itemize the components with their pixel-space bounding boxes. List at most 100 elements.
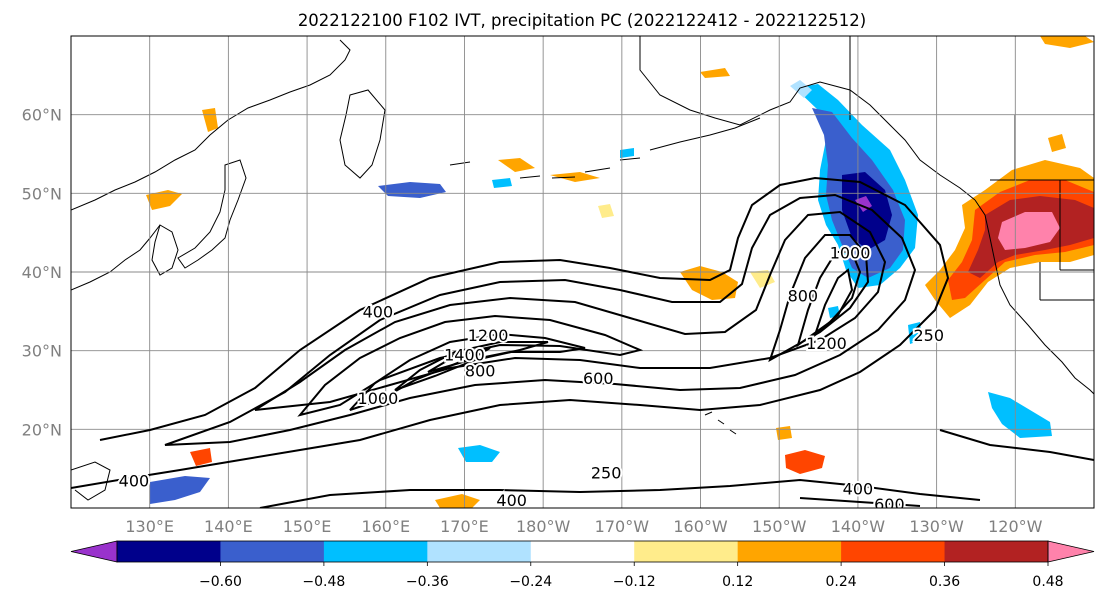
longitude-label: 140°W: [831, 517, 886, 536]
ivt-contour-label: 400: [119, 471, 150, 490]
colorbar-tick-label: 0.12: [722, 574, 753, 590]
ivt-contour-label: 250: [913, 326, 944, 345]
colorbar-segment: [634, 541, 739, 562]
colorbar-extend-min: [70, 540, 118, 563]
precip-positive-patch: [435, 494, 480, 508]
precip-positive-patch: [700, 68, 730, 78]
colorbar-tick-label: 0.48: [1032, 574, 1063, 590]
ivt-contour-1000: [349, 251, 862, 411]
precip-negative-patch: [988, 392, 1052, 438]
longitude-label: 160°W: [673, 517, 728, 536]
precip-positive-patch: [1040, 36, 1094, 48]
ivt-contour-south-400: [259, 478, 981, 508]
colorbar-tick-label: 0.24: [826, 574, 857, 590]
ivt-contour-1400: [427, 347, 491, 373]
precip-positive-patch: [776, 426, 792, 440]
longitude-label: 180°W: [516, 517, 571, 536]
ivt-contour-label: 400: [496, 491, 527, 510]
ivt-contour-800: [297, 234, 870, 417]
longitude-label: 130°W: [909, 517, 964, 536]
colorbar-segment: [530, 541, 635, 562]
precip-positive-patch: [598, 204, 614, 218]
coastline-aleutians: [449, 117, 761, 179]
latitude-label: 20°N: [22, 420, 62, 439]
precip-positive-pacific-nw-max: [998, 212, 1060, 250]
longitude-label: 160°E: [361, 517, 410, 536]
map-frame: [70, 35, 1095, 509]
colorbar-segment: [117, 541, 221, 562]
precip-negative-light-edge: [790, 80, 812, 98]
ivt-contour-label: 1200: [468, 326, 509, 345]
precip-negative-patch: [458, 445, 500, 462]
coastlines: [71, 36, 1094, 501]
longitude-label: 120°W: [988, 517, 1043, 536]
precip-positive-patch: [190, 448, 212, 466]
coastline-hawaii: [704, 411, 737, 435]
colorbar-segments: [70, 540, 1095, 563]
ivt-contours: [71, 176, 1094, 508]
colorbar-ticks: −0.60 −0.48 −0.36 −0.24 −0.12 0.12 0.24 0.36 0.4…: [199, 562, 1064, 590]
precip-negative-patch: [492, 178, 512, 188]
coastline-alaska: [639, 36, 976, 201]
precip-positive-patch: [750, 270, 775, 288]
colorbar-segment: [220, 541, 325, 562]
border-canada-us: [849, 36, 1094, 181]
longitude-label: 150°E: [283, 517, 332, 536]
ivt-contour-250: [71, 176, 950, 489]
precip-positive-patch: [146, 190, 182, 210]
ivt-contour-label: 400: [363, 302, 394, 321]
coastline-korea: [151, 224, 179, 276]
colorbar-segment: [737, 541, 842, 562]
latitude-label: 60°N: [22, 106, 62, 125]
latitude-labels: 20°N 30°N 40°N 50°N 60°N: [22, 106, 62, 440]
coastline-kamchatka: [339, 89, 386, 179]
ivt-contour-1200: [394, 268, 854, 391]
colorbar-segment: [841, 541, 946, 562]
ivt-contour-label: 800: [465, 361, 496, 380]
figure-title: 2022122100 F102 IVT, precipitation PC (2…: [298, 11, 866, 30]
colorbar-segment: [944, 541, 1049, 562]
precip-positive-patch: [1048, 134, 1066, 152]
colorbar-tick-label: 0.36: [929, 574, 960, 590]
precip-negative-patch: [378, 182, 446, 198]
precip-positive-patch: [785, 450, 825, 474]
precip-positive-patch: [498, 158, 535, 172]
precipitation-shading: [146, 36, 1094, 508]
ivt-contour-label: 1400: [444, 346, 485, 365]
ivt-contour-label: 600: [583, 369, 614, 388]
colorbar-tick-label: −0.36: [406, 574, 449, 590]
colorbar-tick-label: −0.24: [509, 574, 552, 590]
longitude-label: 140°E: [204, 517, 253, 536]
colorbar-extend-max: [1047, 540, 1095, 563]
latitude-label: 30°N: [22, 342, 62, 361]
precip-positive-patch: [202, 108, 218, 132]
ivt-contour-label: 1200: [806, 334, 847, 353]
precip-negative-patch: [150, 476, 210, 504]
ivt-contour-label: 1000: [830, 243, 871, 262]
colorbar-tick-label: −0.60: [199, 574, 242, 590]
latitude-label: 50°N: [22, 184, 62, 203]
ivt-contour-label: 250: [591, 464, 622, 483]
precip-negative-patch: [620, 148, 634, 158]
ivt-contour-label: 1000: [358, 389, 399, 408]
colorbar: −0.60 −0.48 −0.36 −0.24 −0.12 0.12 0.24 0.36 0.4…: [70, 540, 1095, 590]
longitude-label: 130°E: [125, 517, 174, 536]
ivt-contour-south-600: [799, 497, 921, 507]
ivt-contour-southeast: [939, 429, 1094, 461]
longitude-label: 170°E: [440, 517, 489, 536]
ivt-contour-label: 800: [788, 287, 819, 306]
colorbar-tick-label: −0.12: [613, 574, 656, 590]
ivt-contour-600: [254, 210, 887, 411]
colorbar-segment: [323, 541, 428, 562]
latitude-label: 40°N: [22, 263, 62, 282]
colorbar-frame: [116, 540, 1049, 563]
colorbar-tick-label: −0.48: [302, 574, 345, 590]
graticule: [71, 36, 1094, 508]
longitude-label: 170°W: [595, 517, 650, 536]
longitude-labels: 130°E 140°E 150°E 160°E 170°E 180°W 170°W 160°W…: [125, 517, 1042, 536]
coastline-japan: [177, 159, 247, 269]
ivt-contour-400: [164, 193, 917, 446]
ivt-contour-label: 600: [874, 495, 905, 514]
